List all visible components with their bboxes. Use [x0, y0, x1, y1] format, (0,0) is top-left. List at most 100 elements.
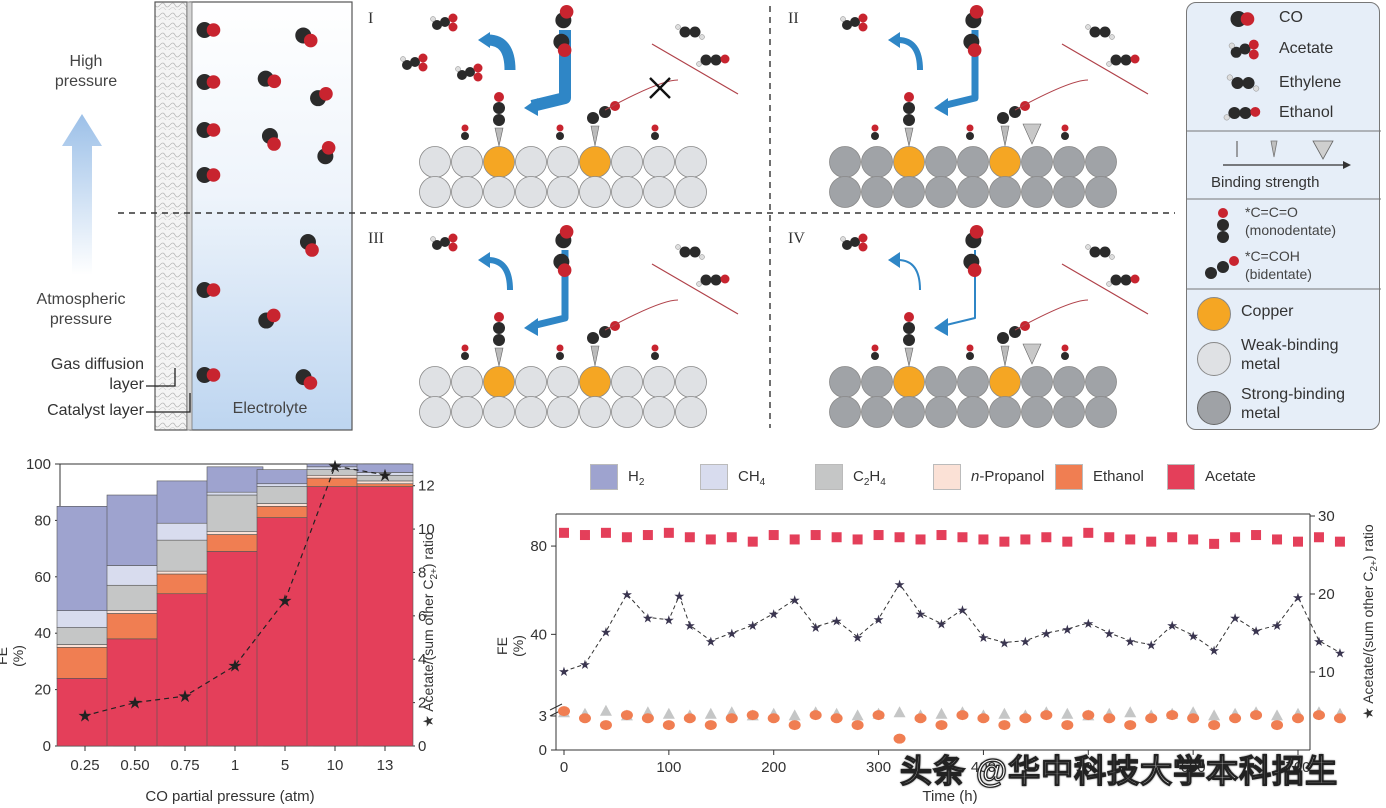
- c2h4-point: [662, 707, 675, 719]
- bidentate-legend-atom: [1217, 261, 1229, 273]
- binding-cone: [494, 127, 504, 147]
- co-oxygen-atom: [967, 263, 982, 277]
- electrolyte-box: [189, 1, 353, 431]
- ratio-star-point: ★: [1061, 622, 1073, 637]
- c2h4-point: [1208, 709, 1221, 721]
- binding-cone: [590, 125, 600, 147]
- monodentate-line2: (monodentate): [1245, 222, 1337, 238]
- ratio-star-point: ★: [621, 587, 633, 602]
- ethylene-atom: [1253, 85, 1260, 92]
- acetate-atom: [858, 242, 868, 252]
- ethanol-point: [851, 720, 864, 731]
- desorb-arrow-head: [888, 32, 900, 48]
- ethanol-point: [662, 720, 675, 731]
- x-tick-label: 0.50: [120, 757, 149, 774]
- monodentate-legend-atom: [1217, 231, 1229, 243]
- bar-segment: [206, 551, 264, 747]
- acetate-point: [768, 530, 779, 541]
- catalyst-layer-label: Catalyst layer: [47, 402, 144, 419]
- bar-segment: [106, 494, 164, 566]
- ethanol-atom: [1239, 106, 1252, 120]
- legend-swatch-5: [1167, 464, 1195, 490]
- adsorbed-co-atom: [871, 124, 879, 132]
- watermark: 头条 @华中科技大学本科招生: [899, 752, 1339, 789]
- x-tick-label: 700: [1285, 759, 1310, 776]
- ethylene-atom: [1226, 74, 1233, 81]
- bar-chart-svg: 0 20 40 60 80 100 0 2 4 6 8 10 12 0.25 0.50 0.75 1 5 10 13 ★…: [26, 456, 435, 774]
- adsorbed-co-atom: [966, 352, 974, 360]
- copper-atom: [483, 366, 515, 398]
- pressure-diagram: High pressure Atmospheric pressure Gas d…: [0, 0, 360, 440]
- ethanol-point: [1082, 710, 1095, 721]
- adsorbed-co-atom: [966, 124, 974, 132]
- ethanol-atom: [700, 274, 712, 286]
- co-oxygen-atom: [321, 141, 336, 155]
- ratio-star-point: ★: [915, 607, 927, 622]
- legend-label-5: Acetate: [1205, 468, 1256, 485]
- acetate-point: [978, 534, 989, 545]
- ratio-star-point: ★: [1271, 618, 1283, 633]
- bidentate-line1: *C=COH: [1245, 248, 1300, 264]
- ethanol-atom: [1130, 274, 1140, 284]
- bar-segment: [256, 505, 314, 518]
- ethanol-atom: [1106, 281, 1112, 287]
- co-oxygen-atom: [969, 5, 984, 19]
- legend-swatch-1: [700, 464, 728, 490]
- bottom-legend: H2 CH4 C2H4 n-Propanol Ethanol Acetate: [590, 462, 1290, 496]
- metal-atom: [675, 146, 707, 178]
- ethylene-atom: [1099, 26, 1111, 38]
- bar-segment: [56, 647, 114, 679]
- adsorbed-co-atom: [461, 352, 469, 360]
- ethanol-point: [956, 710, 969, 721]
- surface-panel-1: [400, 5, 739, 208]
- y-tick-label: 80: [34, 512, 51, 529]
- acetate-point: [1041, 532, 1052, 543]
- ratio-star-point: ★: [768, 607, 780, 622]
- ratio-star-point: ★: [852, 630, 864, 645]
- ethanol-point: [1187, 713, 1200, 724]
- adsorbed-co-atom: [871, 132, 879, 140]
- metal-atom: [1053, 396, 1085, 428]
- acetate-point: [957, 532, 968, 543]
- acetate-point: [600, 527, 611, 538]
- legend-ethanol-label: Ethanol: [1279, 104, 1334, 121]
- catalyst-pointer: [146, 393, 191, 413]
- metal-atom: [1053, 146, 1085, 178]
- ethanol-point: [1145, 713, 1158, 724]
- bidentate-atom: [997, 112, 1009, 124]
- y2-tick-label: 10: [418, 521, 435, 538]
- metal-atom: [957, 366, 989, 398]
- ethanol-point: [1312, 710, 1325, 721]
- metal-atom: [643, 396, 675, 428]
- high-pressure-line2: pressure: [54, 73, 118, 90]
- copper-atom: [893, 146, 925, 178]
- bidentate-atom: [1009, 106, 1021, 118]
- side-path: [651, 263, 739, 315]
- acetate-point: [894, 532, 905, 543]
- acetate-atom: [432, 240, 442, 250]
- ratio-star-point: ★: [978, 630, 990, 645]
- ethanol-point: [935, 720, 948, 731]
- monodentate-atom: [494, 92, 504, 102]
- ethanol-atom: [700, 54, 712, 66]
- adsorbed-co-atom: [651, 124, 659, 132]
- metal-atom: [515, 366, 547, 398]
- bar-segment: [56, 627, 114, 645]
- acetate-point: [1062, 536, 1073, 547]
- monodentate-atom: [904, 312, 914, 322]
- atmospheric-pressure-label: Atmospheric pressure: [16, 290, 146, 330]
- bar-segment: [56, 610, 114, 628]
- side-path-curve: [1014, 299, 1089, 331]
- ratio-star-point: ★: [873, 612, 885, 627]
- ethylene-atom: [699, 34, 705, 40]
- ethylene-atom: [699, 254, 705, 260]
- weak-metal-line2: metal: [1241, 356, 1281, 373]
- ethanol-point: [1103, 713, 1116, 724]
- bar-segment: [206, 491, 264, 496]
- bar-segment: [106, 613, 164, 640]
- co-oxygen-atom: [267, 137, 281, 151]
- metal-atom: [611, 176, 643, 208]
- co-oxygen-atom: [559, 225, 574, 239]
- ethylene-atom: [1085, 24, 1091, 30]
- x-tick-label: 10: [327, 757, 344, 774]
